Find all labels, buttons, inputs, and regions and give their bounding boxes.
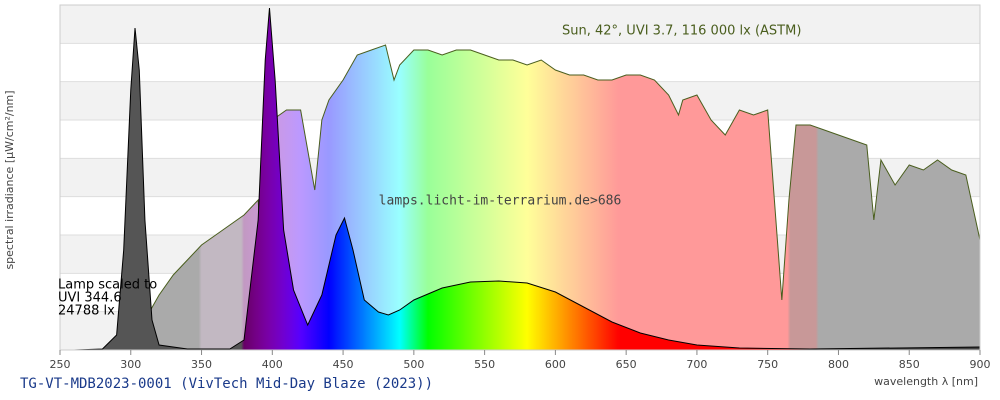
lamp-note: 24788 lx	[58, 304, 115, 319]
x-tick-label: 600	[545, 358, 566, 371]
x-axis-label: wavelength λ [nm]	[874, 375, 978, 388]
x-tick-label: 650	[616, 358, 637, 371]
lamp-note: UVI 344.6	[58, 291, 122, 306]
x-tick-label: 350	[191, 358, 212, 371]
x-tick-label: 450	[333, 358, 354, 371]
x-tick-label: 750	[757, 358, 778, 371]
x-tick-label: 550	[474, 358, 495, 371]
watermark: lamps.licht-im-terrarium.de>686	[379, 194, 622, 209]
x-tick-label: 850	[899, 358, 920, 371]
x-tick-label: 300	[120, 358, 141, 371]
plot-frame	[59, 4, 981, 351]
x-tick-label: 400	[262, 358, 283, 371]
x-tick-label: 700	[686, 358, 707, 371]
chart-title: TG-VT-MDB2023-0001 (VivTech Mid-Day Blaz…	[20, 376, 433, 392]
sun-label: Sun, 42°, UVI 3.7, 116 000 lx (ASTM)	[562, 24, 801, 39]
y-axis-label: spectral irradiance [µW/cm²/nm]	[3, 90, 16, 269]
x-tick-label: 500	[403, 358, 424, 371]
spectrum-line	[74, 7, 981, 351]
lamp-note: Lamp scaled to	[58, 278, 157, 293]
x-tick-label: 250	[50, 358, 71, 371]
x-tick-label: 800	[828, 358, 849, 371]
grid-band	[60, 5, 980, 44]
x-tick-label: 900	[970, 358, 991, 371]
